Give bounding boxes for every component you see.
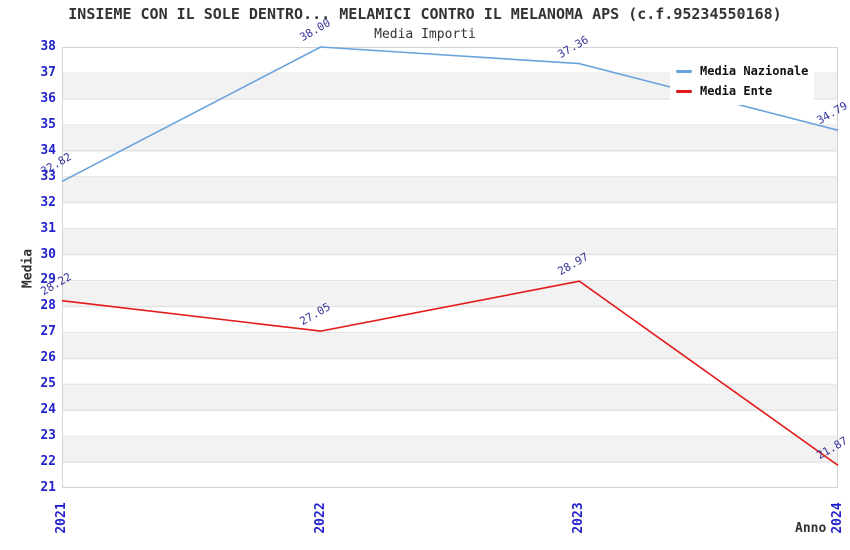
y-tick-label: 34: [40, 142, 56, 158]
x-tick-label: 2021: [54, 502, 69, 534]
y-tick-label: 22: [40, 454, 56, 470]
legend-swatch-nazionale-icon: [676, 69, 692, 73]
y-tick-label: 35: [40, 116, 56, 132]
y-tick-label: 36: [40, 90, 56, 106]
legend-label-nazionale: Media Nazionale: [700, 64, 809, 78]
y-tick-label: 23: [40, 428, 56, 444]
y-tick-label: 37: [40, 64, 56, 80]
legend-swatch-ente-icon: [676, 89, 692, 93]
chart-title: INSIEME CON IL SOLE DENTRO... MELAMICI C…: [68, 5, 782, 23]
y-tick-label: 38: [40, 39, 56, 54]
y-tick-label: 29: [40, 272, 56, 288]
series-canvas: [61, 46, 839, 467]
x-axis-title: Anno: [795, 521, 827, 536]
legend-label-ente: Media Ente: [700, 84, 773, 98]
legend-item-media-nazionale[interactable]: Media Nazionale: [676, 61, 808, 81]
y-tick-label: 26: [40, 350, 56, 366]
y-tick-label: 21: [40, 480, 56, 495]
y-tick-label: 32: [40, 194, 56, 210]
x-tick-label: 2024: [830, 502, 845, 534]
y-tick-label: 25: [40, 376, 56, 392]
y-tick-label: 31: [40, 220, 56, 236]
y-tick-label: 24: [40, 402, 56, 418]
legend: Media Nazionale Media Ente: [670, 57, 815, 105]
y-tick-label: 33: [40, 168, 56, 184]
chart-subtitle: Media Importi: [374, 27, 476, 42]
x-tick-label: 2022: [312, 502, 328, 534]
y-tick-label: 28: [40, 298, 56, 314]
legend-item-media-ente[interactable]: Media Ente: [676, 81, 808, 101]
y-tick-label: 30: [40, 246, 56, 262]
series-line-media-ente: [61, 280, 839, 467]
x-tick-label: 2023: [571, 502, 587, 534]
plot-area: [62, 47, 838, 488]
y-tick-label: 27: [40, 324, 56, 340]
